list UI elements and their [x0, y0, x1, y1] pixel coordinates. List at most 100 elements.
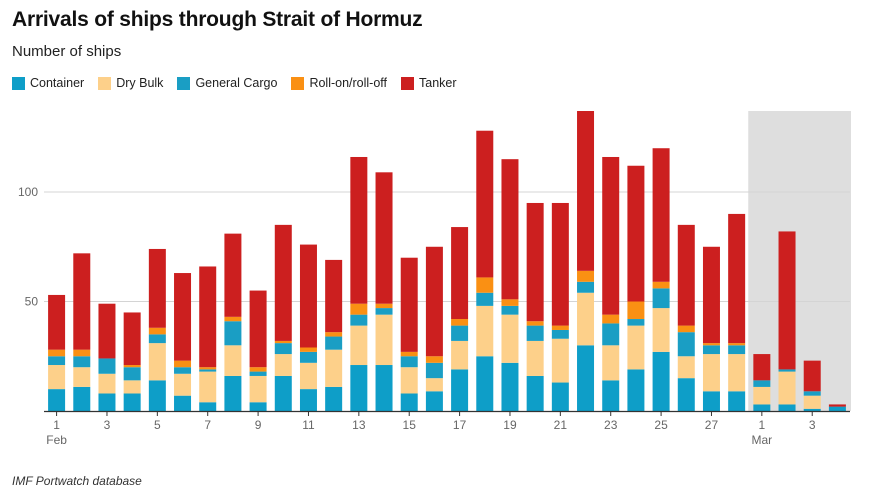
bar-dry-bulk-16 [451, 340, 469, 370]
x-tick-label-8: 17 [453, 418, 467, 432]
bar-tanker-18 [501, 159, 519, 300]
bar-tanker-24 [652, 148, 670, 282]
legend: Container Dry Bulk General Cargo Roll-on… [12, 76, 471, 90]
bar-roll-on-roll-off-25 [677, 325, 695, 333]
bar-roll-on-roll-off-27 [728, 343, 746, 346]
bar-tanker-8 [249, 290, 267, 368]
bar-container-21 [577, 345, 595, 411]
bar-container-18 [501, 362, 519, 411]
bar-roll-on-roll-off-11 [325, 332, 343, 337]
bar-roll-on-roll-off-21 [577, 270, 595, 282]
bar-tanker-17 [476, 130, 494, 278]
bar-tanker-12 [350, 156, 368, 304]
bar-dry-bulk-21 [577, 292, 595, 346]
bar-general-cargo-26 [702, 345, 720, 355]
bar-roll-on-roll-off-18 [501, 299, 519, 306]
bar-tanker-22 [602, 156, 620, 315]
bar-tanker-11 [325, 259, 343, 333]
bar-tanker-25 [677, 224, 695, 326]
bar-dry-bulk-6 [199, 371, 217, 403]
bar-container-4 [148, 380, 166, 411]
bar-dry-bulk-20 [551, 338, 569, 383]
legend-swatch-roll-on-roll-off [291, 76, 305, 90]
bar-tanker-31 [828, 404, 846, 407]
x-tick-label-1: 3 [104, 418, 111, 432]
bar-roll-on-roll-off-23 [627, 301, 645, 320]
chart-title: Arrivals of ships through Strait of Horm… [12, 8, 423, 31]
bar-dry-bulk-14 [400, 367, 418, 394]
bar-container-5 [174, 395, 192, 411]
bar-tanker-13 [375, 172, 393, 304]
bar-tanker-2 [98, 303, 116, 359]
x-tick-label-4: 9 [255, 418, 262, 432]
bar-general-cargo-16 [451, 325, 469, 341]
bar-dry-bulk-24 [652, 308, 670, 352]
bar-roll-on-roll-off-8 [249, 367, 267, 372]
bar-tanker-10 [299, 244, 317, 348]
x-tick-label-3: 7 [204, 418, 211, 432]
bar-roll-on-roll-off-0 [48, 349, 66, 357]
bar-roll-on-roll-off-5 [174, 360, 192, 368]
bar-tanker-3 [123, 312, 141, 366]
x-month-label-feb: Feb [46, 433, 67, 447]
bar-container-19 [526, 375, 544, 411]
bar-roll-on-roll-off-6 [199, 367, 217, 370]
bar-container-11 [325, 386, 343, 411]
x-tick-label-11: 23 [604, 418, 618, 432]
bar-dry-bulk-10 [299, 362, 317, 390]
bar-container-0 [48, 389, 66, 411]
bar-roll-on-roll-off-7 [224, 316, 242, 322]
bar-general-cargo-9 [274, 343, 292, 355]
bar-roll-on-roll-off-26 [702, 343, 720, 346]
bar-general-cargo-13 [375, 308, 393, 315]
x-month-label-mar: Mar [752, 433, 773, 447]
bar-tanker-7 [224, 233, 242, 317]
bar-dry-bulk-19 [526, 340, 544, 376]
legend-item-roll-on-roll-off: Roll-on/roll-off [291, 76, 387, 90]
bar-dry-bulk-15 [425, 378, 443, 392]
bar-container-28 [753, 404, 771, 411]
bar-tanker-16 [451, 227, 469, 320]
bar-general-cargo-24 [652, 288, 670, 309]
bar-container-2 [98, 393, 116, 411]
bar-container-1 [73, 386, 91, 411]
bar-roll-on-roll-off-10 [299, 347, 317, 352]
x-tick-label-14: 1 [759, 418, 766, 432]
bar-general-cargo-29 [778, 369, 796, 372]
bar-tanker-26 [702, 246, 720, 344]
bar-dry-bulk-29 [778, 371, 796, 405]
bar-container-25 [677, 378, 695, 411]
bar-dry-bulk-4 [148, 343, 166, 381]
bar-tanker-5 [174, 273, 192, 361]
x-tick-label-6: 13 [352, 418, 366, 432]
legend-label-container: Container [30, 76, 85, 90]
bar-tanker-9 [274, 224, 292, 341]
bar-tanker-21 [577, 111, 595, 271]
bar-general-cargo-19 [526, 325, 544, 341]
bar-general-cargo-11 [325, 336, 343, 350]
bar-dry-bulk-5 [174, 373, 192, 396]
bar-roll-on-roll-off-1 [73, 349, 91, 357]
bar-tanker-29 [778, 231, 796, 370]
bar-tanker-19 [526, 202, 544, 322]
bar-container-12 [350, 365, 368, 411]
bar-roll-on-roll-off-14 [400, 351, 418, 357]
bar-container-17 [476, 356, 494, 411]
bar-dry-bulk-7 [224, 345, 242, 376]
bar-container-26 [702, 391, 720, 411]
bar-dry-bulk-1 [73, 367, 91, 387]
bar-general-cargo-28 [753, 380, 771, 387]
bar-general-cargo-18 [501, 305, 519, 315]
bar-container-7 [224, 375, 242, 411]
bar-dry-bulk-26 [702, 354, 720, 392]
bar-dry-bulk-2 [98, 373, 116, 394]
bar-general-cargo-23 [627, 319, 645, 326]
legend-swatch-dry-bulk [98, 76, 112, 90]
bar-tanker-0 [48, 294, 66, 350]
bar-general-cargo-12 [350, 314, 368, 326]
bar-roll-on-roll-off-19 [526, 321, 544, 326]
bar-dry-bulk-12 [350, 325, 368, 366]
bar-container-13 [375, 365, 393, 411]
x-tick-label-10: 21 [554, 418, 568, 432]
bar-general-cargo-8 [249, 371, 267, 376]
